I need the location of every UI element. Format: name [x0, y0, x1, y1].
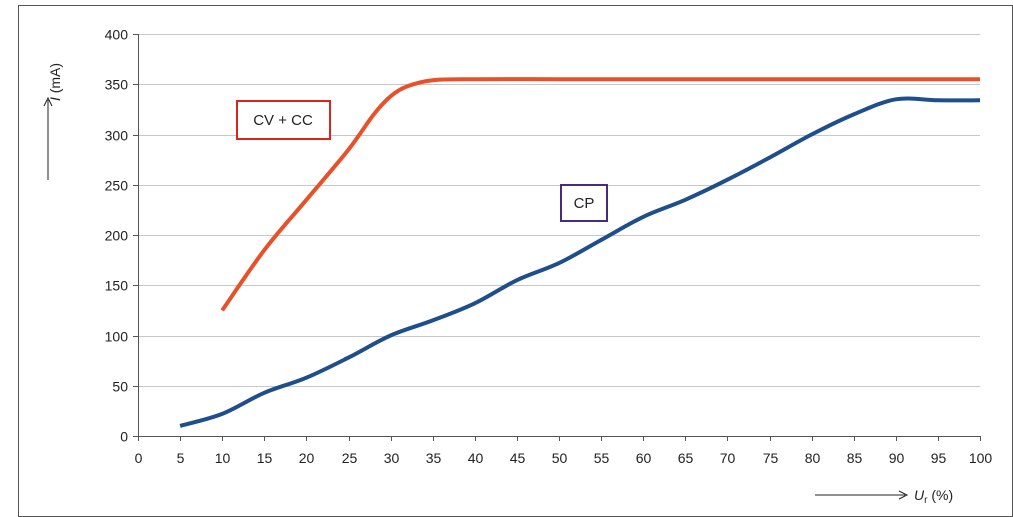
series-line-cp	[179, 96, 981, 428]
y-tick-label-400: 400	[105, 27, 129, 43]
y-axis-arrow-head	[43, 96, 53, 107]
callout-cv-cc: CV + CC	[236, 100, 331, 140]
gridlines	[138, 34, 980, 387]
axes	[133, 34, 981, 441]
x-tick-label-25: 25	[342, 450, 358, 466]
x-tick-label-70: 70	[720, 450, 736, 466]
x-tick-label-20: 20	[299, 450, 315, 466]
x-axis-arrow-head	[898, 490, 909, 500]
series-lines	[179, 77, 981, 428]
x-tick-label-95: 95	[931, 450, 947, 466]
y-axis-label: I (mA)	[47, 63, 63, 101]
x-tick-label-100: 100	[969, 450, 993, 466]
x-tick-label-50: 50	[552, 450, 568, 466]
x-axis-label: Ur (%)	[914, 487, 953, 506]
x-tick-label-5: 5	[177, 450, 185, 466]
x-tick-label-35: 35	[426, 450, 442, 466]
y-tick-label-350: 350	[105, 77, 129, 93]
y-tick-label-0: 0	[120, 429, 128, 445]
x-tick-label-55: 55	[594, 450, 610, 466]
callout-cp-label: CP	[574, 195, 595, 212]
figure-border	[18, 5, 1013, 517]
x-tick-label-30: 30	[384, 450, 400, 466]
callout-cv-cc-box	[236, 100, 331, 140]
x-tick-label-75: 75	[763, 450, 779, 466]
svg-text:I (mA): I (mA)	[47, 63, 63, 101]
x-tick-label-80: 80	[805, 450, 821, 466]
callout-cp: CP	[560, 184, 608, 222]
x-tick-label-90: 90	[889, 450, 905, 466]
x-tick-label-65: 65	[678, 450, 694, 466]
x-axis-unit: (%)	[931, 487, 953, 503]
x-tick-label-10: 10	[215, 450, 231, 466]
y-tick-label-200: 200	[105, 228, 129, 244]
y-tick-label-300: 300	[105, 128, 129, 144]
series-line-cv-cc	[220, 77, 980, 312]
x-tick-label-40: 40	[468, 450, 484, 466]
x-axis-symbol: U	[914, 487, 925, 503]
y-tick-label-50: 50	[112, 379, 128, 395]
x-tick-label-60: 60	[636, 450, 652, 466]
x-tick-label-45: 45	[510, 450, 526, 466]
y-tick-label-150: 150	[105, 278, 129, 294]
callout-cp-box	[560, 184, 608, 222]
x-tick-labels: 0 5 10 15 20 25 30 35 40 45 50 55 60 65 70 75 80 85 90 95 10…	[135, 450, 993, 466]
x-tick-label-15: 15	[257, 450, 273, 466]
y-axis-unit: (mA)	[47, 63, 63, 93]
y-tick-label-100: 100	[105, 329, 129, 345]
y-tick-labels: 0 50 100 150 200 250 300 350 400	[105, 27, 129, 445]
x-tick-label-85: 85	[847, 450, 863, 466]
callout-cv-cc-label: CV + CC	[253, 112, 313, 129]
x-axis-subscript: r	[924, 495, 928, 506]
y-tick-label-250: 250	[105, 178, 129, 194]
x-tick-label-0: 0	[135, 450, 143, 466]
y-axis-symbol: I	[47, 97, 63, 101]
